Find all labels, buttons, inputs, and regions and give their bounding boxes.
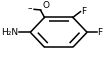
Text: –: – [28,4,32,13]
Text: F: F [97,28,102,37]
Text: O: O [43,1,50,10]
Text: H₂N: H₂N [1,28,18,37]
Text: methoxy: methoxy [31,5,49,9]
Text: F: F [81,7,86,16]
